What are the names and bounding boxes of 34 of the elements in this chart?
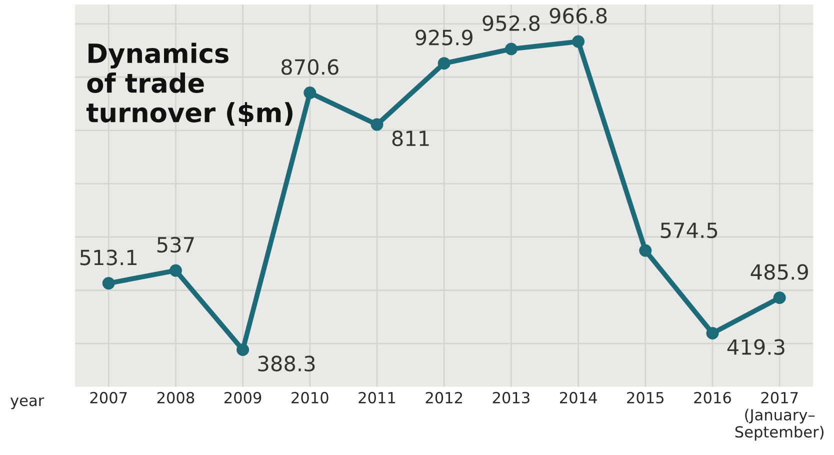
point (773, 292, 786, 304)
x-tick-label: 2010 (292, 392, 328, 404)
x-tick-label: 2017 (January– September) (735, 392, 824, 441)
data-label: 537 (157, 236, 194, 253)
x-tick-label: 2009 (224, 392, 262, 404)
point (102, 277, 115, 290)
x-tick-label: 2016 (694, 392, 731, 404)
point (639, 244, 652, 257)
x-tick-label: 2012 (426, 392, 462, 404)
point (370, 118, 384, 131)
data-label: 513.1 (80, 250, 137, 266)
x-tick-label: 2014 (560, 392, 597, 404)
data-label: 870.6 (282, 59, 338, 75)
point (438, 57, 450, 70)
data-label: 419.3 (727, 339, 784, 355)
data-label: 811 (392, 130, 429, 146)
point (572, 35, 585, 48)
point (169, 264, 182, 277)
data-label: 925.9 (416, 30, 472, 46)
data-label: 574.5 (660, 222, 718, 238)
x-tick-label: 2008 (157, 392, 194, 404)
x-tick-label: 2015 (627, 392, 664, 404)
x-axis-title: year (10, 397, 44, 410)
point (504, 42, 518, 56)
point (706, 326, 719, 340)
data-label: 485.9 (750, 264, 808, 280)
data-label: 966.8 (550, 8, 607, 24)
point (236, 344, 250, 356)
x-tick-label: 2011 (358, 392, 396, 404)
data-label: 952.8 (482, 15, 540, 32)
data-label: 388.3 (258, 356, 315, 372)
point (304, 86, 316, 100)
x-tick-label: 2007 (90, 392, 127, 404)
x-tick-label: 2013 (492, 392, 530, 404)
